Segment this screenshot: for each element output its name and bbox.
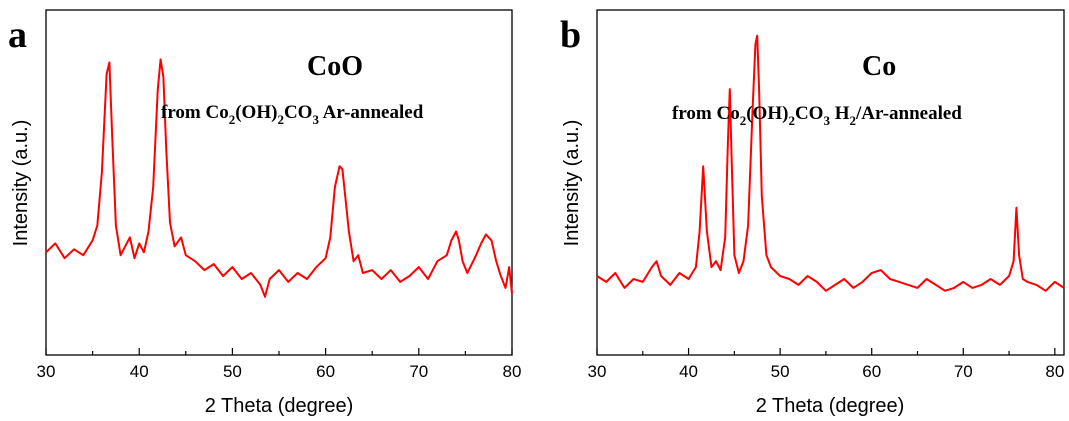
sub-part: (OH) — [746, 103, 788, 124]
plot-frame-a — [45, 9, 513, 356]
panel-label-a: a — [8, 14, 27, 56]
x-ticks-b — [596, 348, 1056, 355]
x-tick-label: 50 — [223, 362, 242, 381]
panel-label-b: b — [560, 14, 581, 56]
sub-part: 2 — [277, 112, 284, 127]
x-tick-label: 30 — [37, 362, 56, 381]
y-axis-label-a: Intensity (a.u.) — [10, 120, 32, 247]
x-tick-labels-b: 30 40 50 60 70 80 — [588, 362, 1065, 381]
sub-part: 2 — [849, 113, 856, 128]
x-tick-label: 60 — [316, 362, 335, 381]
sub-part: H — [830, 103, 850, 124]
sub-part: 3 — [312, 112, 319, 127]
panel-b: b 30 40 50 60 70 80 Co from Co2(OH)2CO3 H2/Ar… — [560, 9, 1065, 417]
sub-part: (OH) — [235, 102, 277, 123]
x-tick-label: 60 — [862, 362, 881, 381]
sub-part: 2 — [229, 112, 236, 127]
x-axis-label-b: 2 Theta (degree) — [756, 395, 905, 417]
x-tick-labels-a: 30 40 50 60 70 80 — [37, 362, 522, 381]
sub-part: from Co — [161, 102, 229, 123]
plot-frame-b — [596, 9, 1065, 356]
x-tick-label: 70 — [954, 362, 973, 381]
series-b — [596, 34, 1065, 292]
sub-part: 3 — [823, 113, 830, 128]
x-tick-label: 50 — [771, 362, 790, 381]
sub-part: 2 — [740, 113, 747, 128]
x-tick-label: 80 — [1045, 362, 1064, 381]
xrd-trace — [596, 34, 1065, 292]
xrd-trace — [45, 58, 513, 298]
sub-part: CO — [284, 102, 313, 123]
panel-a: a 30 40 50 60 70 80 CoO from Co2(OH)2CO3 Ar-a… — [8, 9, 522, 417]
x-tick-label: 40 — [130, 362, 149, 381]
sub-part: /Ar-annealed — [855, 103, 962, 124]
x-tick-label: 40 — [679, 362, 698, 381]
y-axis-label-b: Intensity (a.u.) — [561, 120, 583, 247]
sub-part: Ar-annealed — [319, 102, 424, 123]
x-tick-label: 80 — [503, 362, 522, 381]
annotation-subtitle-b: from Co2(OH)2CO3 H2/Ar-annealed — [672, 103, 962, 128]
x-ticks-a — [45, 348, 513, 355]
sub-part: 2 — [788, 113, 795, 128]
sub-part: from Co — [672, 103, 740, 124]
sub-part: CO — [795, 103, 824, 124]
x-axis-label-a: 2 Theta (degree) — [205, 395, 354, 417]
series-a — [45, 58, 513, 298]
x-tick-label: 70 — [409, 362, 428, 381]
annotation-title-a: CoO — [307, 51, 363, 82]
annotation-subtitle-a: from Co2(OH)2CO3 Ar-annealed — [161, 102, 424, 127]
annotation-title-b: Co — [862, 51, 896, 82]
x-tick-label: 30 — [588, 362, 607, 381]
